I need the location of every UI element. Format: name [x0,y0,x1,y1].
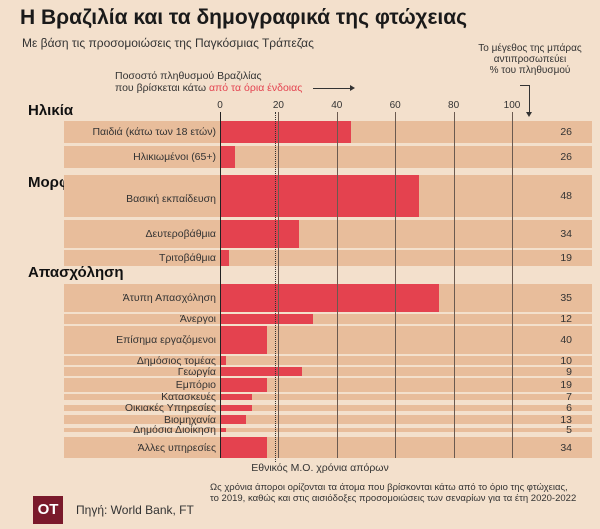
arrow-right-icon [313,84,356,91]
category-label: Δημόσιος τομέας [136,354,216,367]
row-band [64,326,592,354]
bar [220,367,302,376]
x-tick-label: 0 [217,100,223,111]
population-share: 19 [560,252,572,264]
row-band [64,415,592,424]
x-tick-label: 20 [272,100,284,111]
x-tick-label: 100 [503,100,521,111]
footnote: Ως χρόνια άποροι ορίζονται τα άτομα που … [210,482,595,504]
bar [220,405,253,411]
population-share: 7 [566,391,572,403]
row-band [64,250,592,266]
population-share: 6 [566,402,572,414]
category-label: Ηλικιωμένοι (65+) [133,151,216,163]
row-band [64,146,592,168]
x-tick-label: 40 [331,100,343,111]
bar [220,284,439,312]
population-share: 10 [560,354,572,367]
bar [220,314,314,324]
arrow-line [529,85,530,113]
population-share: 9 [566,365,572,378]
population-share: 34 [560,441,572,454]
arrow-head [526,112,532,117]
annotation-line: αντιπροσωπεύει [493,54,567,65]
row-band [64,428,592,432]
category-label: Τριτοβάθμια [159,252,216,264]
population-share: 19 [560,379,572,391]
annotation-line: που βρίσκεται κάτω [115,82,209,94]
bar [220,220,299,248]
bar [220,250,229,266]
annotation-line: Ποσοστό πληθυσμού Βραζιλίας [115,70,262,82]
bar [220,121,352,143]
category-label: Εμπόριο [175,379,216,391]
category-label: Παιδιά (κάτω των 18 ετών) [92,126,216,138]
national-average-line [275,112,277,462]
population-share: 34 [560,228,572,240]
arrow-down-icon [520,85,530,86]
row-band [64,405,592,411]
row-band [64,378,592,392]
category-label: Γεωργία [177,365,216,378]
category-label: Δευτεροβάθμια [145,228,216,240]
ot-logo: ΟΤ [33,496,63,524]
footnote-line: Ως χρόνια άποροι ορίζονται τα άτομα που … [210,482,568,493]
category-label: Οικιακές Υπηρεσίες [124,402,216,414]
row-band [64,394,592,400]
bar [220,428,226,432]
size-annotation: Το μέγεθος της μπάρας αντιπροσωπεύει % τ… [470,43,590,76]
section-header: Ηλικία [28,102,74,119]
gridline [453,112,455,458]
category-label: Άτυπη Απασχόληση [122,292,216,304]
gridline [278,112,280,458]
chart-title: Η Βραζιλία και τα δημογραφικά της φτώχει… [20,6,468,29]
bar [220,356,226,365]
category-label: Επίσημα εργαζόμενοι [116,334,216,346]
section-header: Απασχόληση [28,264,124,281]
population-share: 40 [560,334,572,346]
bar [220,146,235,168]
population-share: 5 [566,424,572,436]
x-tick-label: 80 [448,100,460,111]
chart-subtitle: Με βάση τις προσομοιώσεις της Παγκόσμιας… [22,36,314,50]
population-share: 35 [560,292,572,304]
row-band [64,437,592,458]
bar [220,437,267,458]
category-label: Κατασκευές [161,391,216,403]
annotation-highlight: από τα όρια ένδοιας [208,82,303,94]
category-label: Άλλες υπηρεσίες [137,441,216,454]
category-label: Βασική εκπαίδευση [126,193,216,205]
bar [220,175,419,217]
population-share: 48 [560,190,572,202]
category-label: Βιομηχανία [163,413,216,426]
footnote-line: το 2019, καθώς και στις αισιόδοξες προσο… [210,493,577,504]
population-share: 12 [560,313,572,325]
bar [220,326,267,354]
bar [220,415,247,424]
population-share: 26 [560,126,572,138]
gridline [336,112,338,458]
bar [220,378,267,392]
row-band [64,220,592,248]
gridline [220,112,221,458]
x-tick-label: 60 [389,100,401,111]
annotation-line: % του πληθυσμού [489,65,571,76]
average-label: Εθνικός Μ.Ο. χρόνια απόρων [251,462,389,474]
row-band [64,367,592,376]
axis-annotation: Ποσοστό πληθυσμού Βραζιλίας που βρίσκετα… [115,70,356,94]
population-share: 13 [560,413,572,426]
category-label: Άνεργοι [179,313,216,325]
gridline [512,112,513,458]
population-share: 26 [560,151,572,163]
annotation-line: Το μέγεθος της μπάρας [478,43,582,54]
row-band [64,314,592,324]
source: Πηγή: World Bank, FT [76,503,194,517]
row-band [64,356,592,365]
gridline [395,112,397,458]
bar [220,394,253,400]
category-label: Δημόσια Διοίκηση [133,424,216,436]
